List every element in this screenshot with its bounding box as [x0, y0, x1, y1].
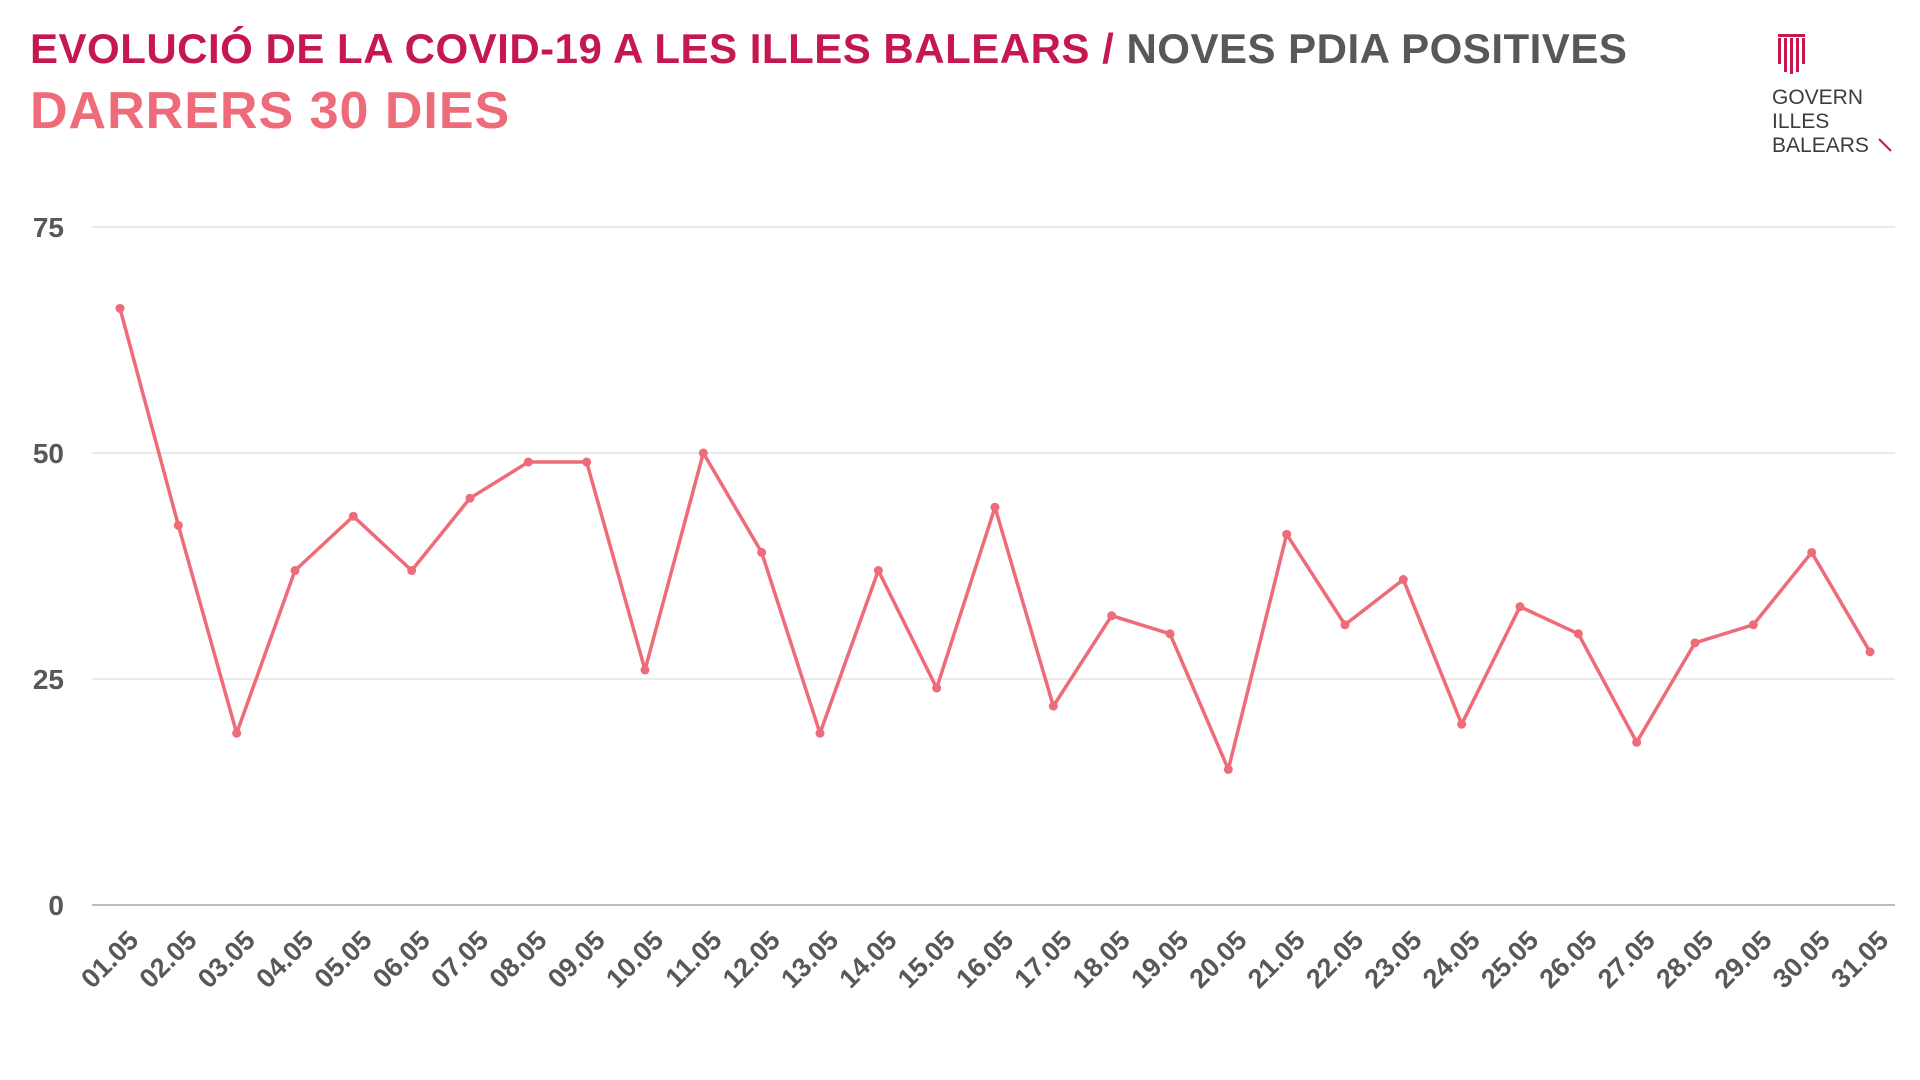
data-point — [757, 547, 767, 557]
data-point — [232, 728, 242, 738]
x-tick-label: 17.05 — [1009, 925, 1078, 994]
title-sub: NOVES PDIA POSITIVES — [1126, 25, 1628, 72]
data-point — [1282, 529, 1292, 539]
y-axis-ticks: 0 25 50 75 — [33, 212, 64, 921]
data-point — [348, 511, 358, 521]
logo-line-1: GOVERN — [1772, 86, 1864, 109]
data-point — [582, 457, 592, 467]
x-axis-ticks: 01.0502.0503.0504.0505.0506.0507.0508.05… — [75, 925, 1894, 994]
y-tick-label: 25 — [33, 664, 64, 695]
data-point — [290, 566, 300, 576]
x-tick-label: 12.05 — [717, 925, 786, 994]
x-tick-label: 24.05 — [1417, 925, 1486, 994]
x-tick-label: 11.05 — [660, 925, 728, 993]
data-point — [1690, 638, 1700, 648]
data-point — [815, 728, 825, 738]
y-tick-label: 50 — [33, 438, 64, 469]
x-tick-label: 19.05 — [1125, 925, 1194, 994]
logo-text: GOVERN ILLES BALEARS — [1772, 86, 1902, 158]
data-point — [115, 303, 125, 313]
series-layer — [115, 303, 1875, 774]
x-tick-label: 28.05 — [1650, 925, 1719, 994]
series-line — [118, 307, 1872, 772]
grid-lines — [92, 226, 1895, 906]
x-tick-label: 30.05 — [1767, 925, 1836, 994]
govern-logo: GOVERN ILLES BALEARS — [1772, 34, 1902, 158]
y-tick-label: 0 — [48, 890, 64, 921]
y-tick-label: 75 — [33, 212, 64, 243]
x-tick-label: 05.05 — [309, 925, 378, 994]
logo-line-3: BALEARS — [1772, 134, 1869, 157]
data-point — [873, 566, 883, 576]
x-tick-label: 22.05 — [1300, 925, 1369, 994]
x-tick-label: 20.05 — [1184, 925, 1253, 994]
logo-line-2: ILLES — [1772, 110, 1830, 133]
x-tick-label: 08.05 — [484, 925, 553, 994]
x-tick-label: 27.05 — [1592, 925, 1661, 994]
data-point — [932, 683, 942, 693]
x-tick-label: 13.05 — [775, 925, 844, 994]
data-point — [698, 448, 708, 458]
data-point — [1457, 719, 1467, 729]
chart-subtitle: DARRERS 30 DIES — [30, 82, 511, 140]
title-main: EVOLUCIÓ DE LA COVID-19 A LES ILLES BALE… — [30, 25, 1090, 72]
x-tick-label: 09.05 — [542, 925, 611, 994]
data-point — [1515, 602, 1525, 612]
data-point — [1807, 547, 1817, 557]
x-tick-label: 06.05 — [367, 925, 436, 994]
data-point — [1398, 575, 1408, 585]
data-point — [523, 457, 533, 467]
x-tick-label: 01.05 — [75, 925, 144, 994]
x-tick-label: 29.05 — [1709, 925, 1778, 994]
x-tick-label: 10.05 — [600, 925, 669, 994]
data-point — [1107, 611, 1117, 621]
data-point — [465, 493, 475, 503]
data-point — [990, 502, 1000, 512]
x-tick-label: 03.05 — [192, 925, 261, 994]
data-point — [1048, 701, 1058, 711]
data-point — [1223, 764, 1233, 774]
x-tick-label: 04.05 — [250, 925, 319, 994]
title-separator: / — [1102, 25, 1115, 72]
x-tick-label: 18.05 — [1067, 925, 1136, 994]
data-point — [1865, 647, 1875, 657]
x-tick-label: 31.05 — [1825, 925, 1894, 994]
x-tick-label: 16.05 — [950, 925, 1019, 994]
x-tick-label: 14.05 — [834, 925, 903, 994]
x-tick-label: 23.05 — [1359, 925, 1428, 994]
x-tick-label: 07.05 — [425, 925, 494, 994]
data-point — [1340, 620, 1350, 630]
data-point — [640, 665, 650, 675]
x-tick-label: 15.05 — [892, 925, 961, 994]
govern-balear-emblem-icon — [1778, 34, 1805, 74]
x-tick-label: 25.05 — [1475, 925, 1544, 994]
x-tick-label: 02.05 — [134, 925, 203, 994]
chart-title: EVOLUCIÓ DE LA COVID-19 A LES ILLES BALE… — [30, 22, 1627, 76]
x-tick-label: 26.05 — [1534, 925, 1603, 994]
data-point — [1748, 620, 1758, 630]
data-point — [1165, 629, 1175, 639]
data-point — [1573, 629, 1583, 639]
data-point — [407, 566, 417, 576]
logo-slash-icon — [1878, 138, 1892, 152]
data-point — [1632, 737, 1642, 747]
chart-header: EVOLUCIÓ DE LA COVID-19 A LES ILLES BALE… — [30, 22, 1627, 142]
x-tick-label: 21.05 — [1242, 925, 1311, 994]
data-point — [173, 520, 183, 530]
